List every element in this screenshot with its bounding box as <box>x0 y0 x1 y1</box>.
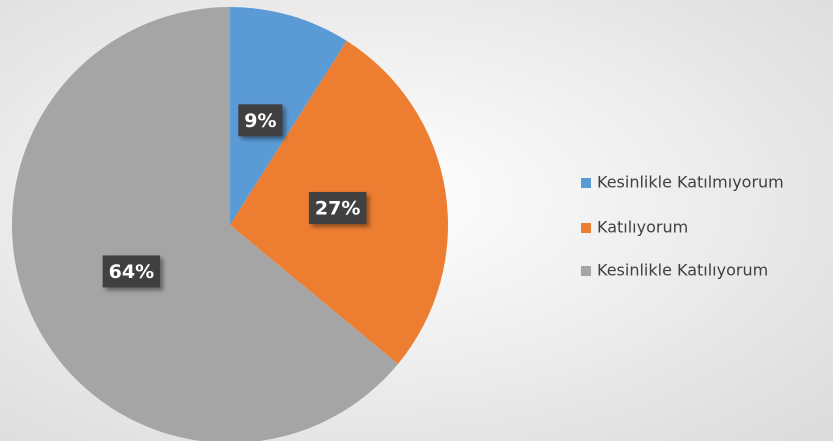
legend-label: Katılıyorum <box>597 218 688 237</box>
legend-swatch <box>581 266 591 276</box>
data-label-box <box>308 191 367 224</box>
data-label-box <box>102 255 161 288</box>
pie-slice <box>12 7 398 441</box>
data-label-group: 64% <box>102 255 161 288</box>
data-label: 9% <box>244 110 276 132</box>
data-label-box <box>238 104 283 137</box>
data-label: 64% <box>109 261 154 283</box>
legend-swatch <box>581 223 591 233</box>
data-label-group: 27% <box>308 191 367 224</box>
pie-slice <box>230 7 347 225</box>
legend-swatch <box>581 178 591 188</box>
data-label: 27% <box>315 197 360 219</box>
legend-label: Kesinlikle Katılıyorum <box>597 261 768 280</box>
legend-label: Kesinlikle Katılmıyorum <box>597 173 784 192</box>
data-label-group: 9% <box>238 104 283 137</box>
